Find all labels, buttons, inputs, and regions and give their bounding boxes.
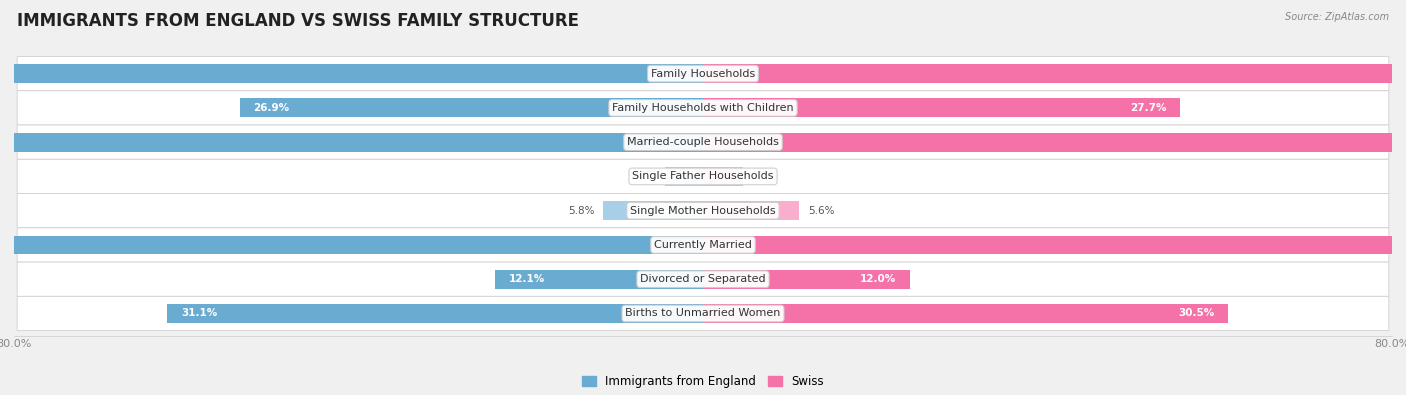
FancyBboxPatch shape	[17, 91, 1389, 125]
Bar	[0, 133, 703, 152]
Text: 2.3%: 2.3%	[751, 171, 778, 181]
Text: Single Mother Households: Single Mother Households	[630, 206, 776, 216]
Bar	[0, 235, 703, 254]
Text: Currently Married: Currently Married	[654, 240, 752, 250]
FancyBboxPatch shape	[17, 262, 1389, 296]
Legend: Immigrants from England, Swiss: Immigrants from England, Swiss	[576, 370, 830, 392]
Text: 31.1%: 31.1%	[181, 308, 218, 318]
Text: Family Households: Family Households	[651, 69, 755, 79]
Text: Births to Unmarried Women: Births to Unmarried Women	[626, 308, 780, 318]
FancyBboxPatch shape	[17, 296, 1389, 331]
Text: 12.0%: 12.0%	[859, 274, 896, 284]
Text: Single Father Households: Single Father Households	[633, 171, 773, 181]
Text: 12.1%: 12.1%	[509, 274, 544, 284]
Bar	[703, 304, 1229, 323]
Text: 26.9%: 26.9%	[253, 103, 290, 113]
Text: Married-couple Households: Married-couple Households	[627, 137, 779, 147]
Text: 30.5%: 30.5%	[1178, 308, 1215, 318]
FancyBboxPatch shape	[17, 194, 1389, 228]
Bar	[703, 133, 1406, 152]
Bar	[703, 270, 910, 289]
Bar	[495, 270, 703, 289]
Bar	[703, 201, 800, 220]
Text: 5.8%: 5.8%	[568, 206, 595, 216]
Text: Source: ZipAtlas.com: Source: ZipAtlas.com	[1285, 12, 1389, 22]
Text: 2.2%: 2.2%	[630, 171, 657, 181]
Text: 27.7%: 27.7%	[1130, 103, 1167, 113]
Bar	[703, 167, 742, 186]
FancyBboxPatch shape	[17, 159, 1389, 194]
Bar	[665, 167, 703, 186]
FancyBboxPatch shape	[17, 228, 1389, 262]
Bar	[703, 235, 1406, 254]
FancyBboxPatch shape	[17, 56, 1389, 91]
Bar	[239, 98, 703, 117]
Text: Family Households with Children: Family Households with Children	[612, 103, 794, 113]
FancyBboxPatch shape	[17, 125, 1389, 159]
Bar	[167, 304, 703, 323]
Text: 5.6%: 5.6%	[808, 206, 835, 216]
Bar	[603, 201, 703, 220]
Bar	[0, 64, 703, 83]
Text: Divorced or Separated: Divorced or Separated	[640, 274, 766, 284]
Bar	[703, 64, 1406, 83]
Text: IMMIGRANTS FROM ENGLAND VS SWISS FAMILY STRUCTURE: IMMIGRANTS FROM ENGLAND VS SWISS FAMILY …	[17, 12, 579, 30]
Bar	[703, 98, 1180, 117]
